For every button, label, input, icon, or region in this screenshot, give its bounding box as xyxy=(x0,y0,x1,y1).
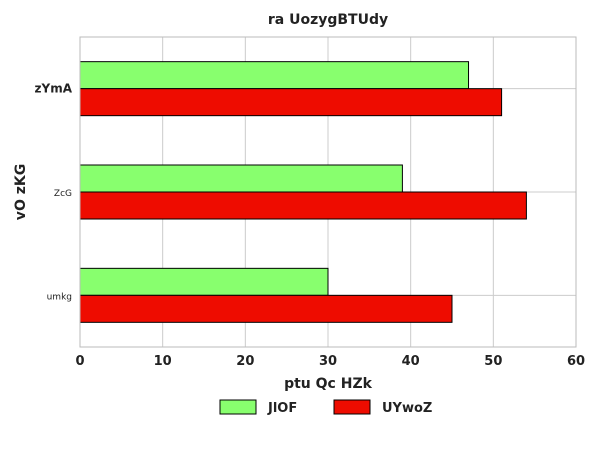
x-tick-label: 30 xyxy=(319,354,337,369)
x-tick-label: 20 xyxy=(236,354,254,369)
y-tick-label: ZcG xyxy=(54,189,72,199)
bar-JlOF-umkg xyxy=(79,267,329,296)
x-axis-label: ptu Qc HZk xyxy=(284,376,372,392)
x-tick-label: 40 xyxy=(402,354,420,369)
x-tick-label: 60 xyxy=(567,354,585,369)
legend-label-UYwoZ: UYwoZ xyxy=(382,401,432,416)
x-tick-label: 50 xyxy=(484,354,502,369)
plot-frame xyxy=(79,36,577,348)
bar-JlOF-zYmA xyxy=(79,61,470,90)
y-tick-label: umkg xyxy=(47,292,72,302)
bar-UYwoZ-umkg xyxy=(79,294,453,323)
legend-swatch-UYwoZ xyxy=(333,399,371,415)
x-tick-label: 0 xyxy=(75,354,84,369)
bar-UYwoZ-zYmA xyxy=(79,88,503,117)
legend-label-JlOF: JlOF xyxy=(267,401,297,416)
plot-area: 0 10 20 30 40 50 60 zYmA ZcG umkg xyxy=(35,36,585,369)
x-tick-label: 10 xyxy=(154,354,172,369)
bar-UYwoZ-ZcG xyxy=(79,191,527,220)
bar-JlOF-ZcG xyxy=(79,164,403,193)
legend-swatch-JlOF xyxy=(219,399,257,415)
y-axis-label: vO zKG xyxy=(13,164,29,220)
y-tick-label: zYmA xyxy=(35,82,73,96)
chart-title: ra UozygBTUdy xyxy=(268,12,388,28)
legend: JlOF UYwoZ xyxy=(219,399,432,416)
